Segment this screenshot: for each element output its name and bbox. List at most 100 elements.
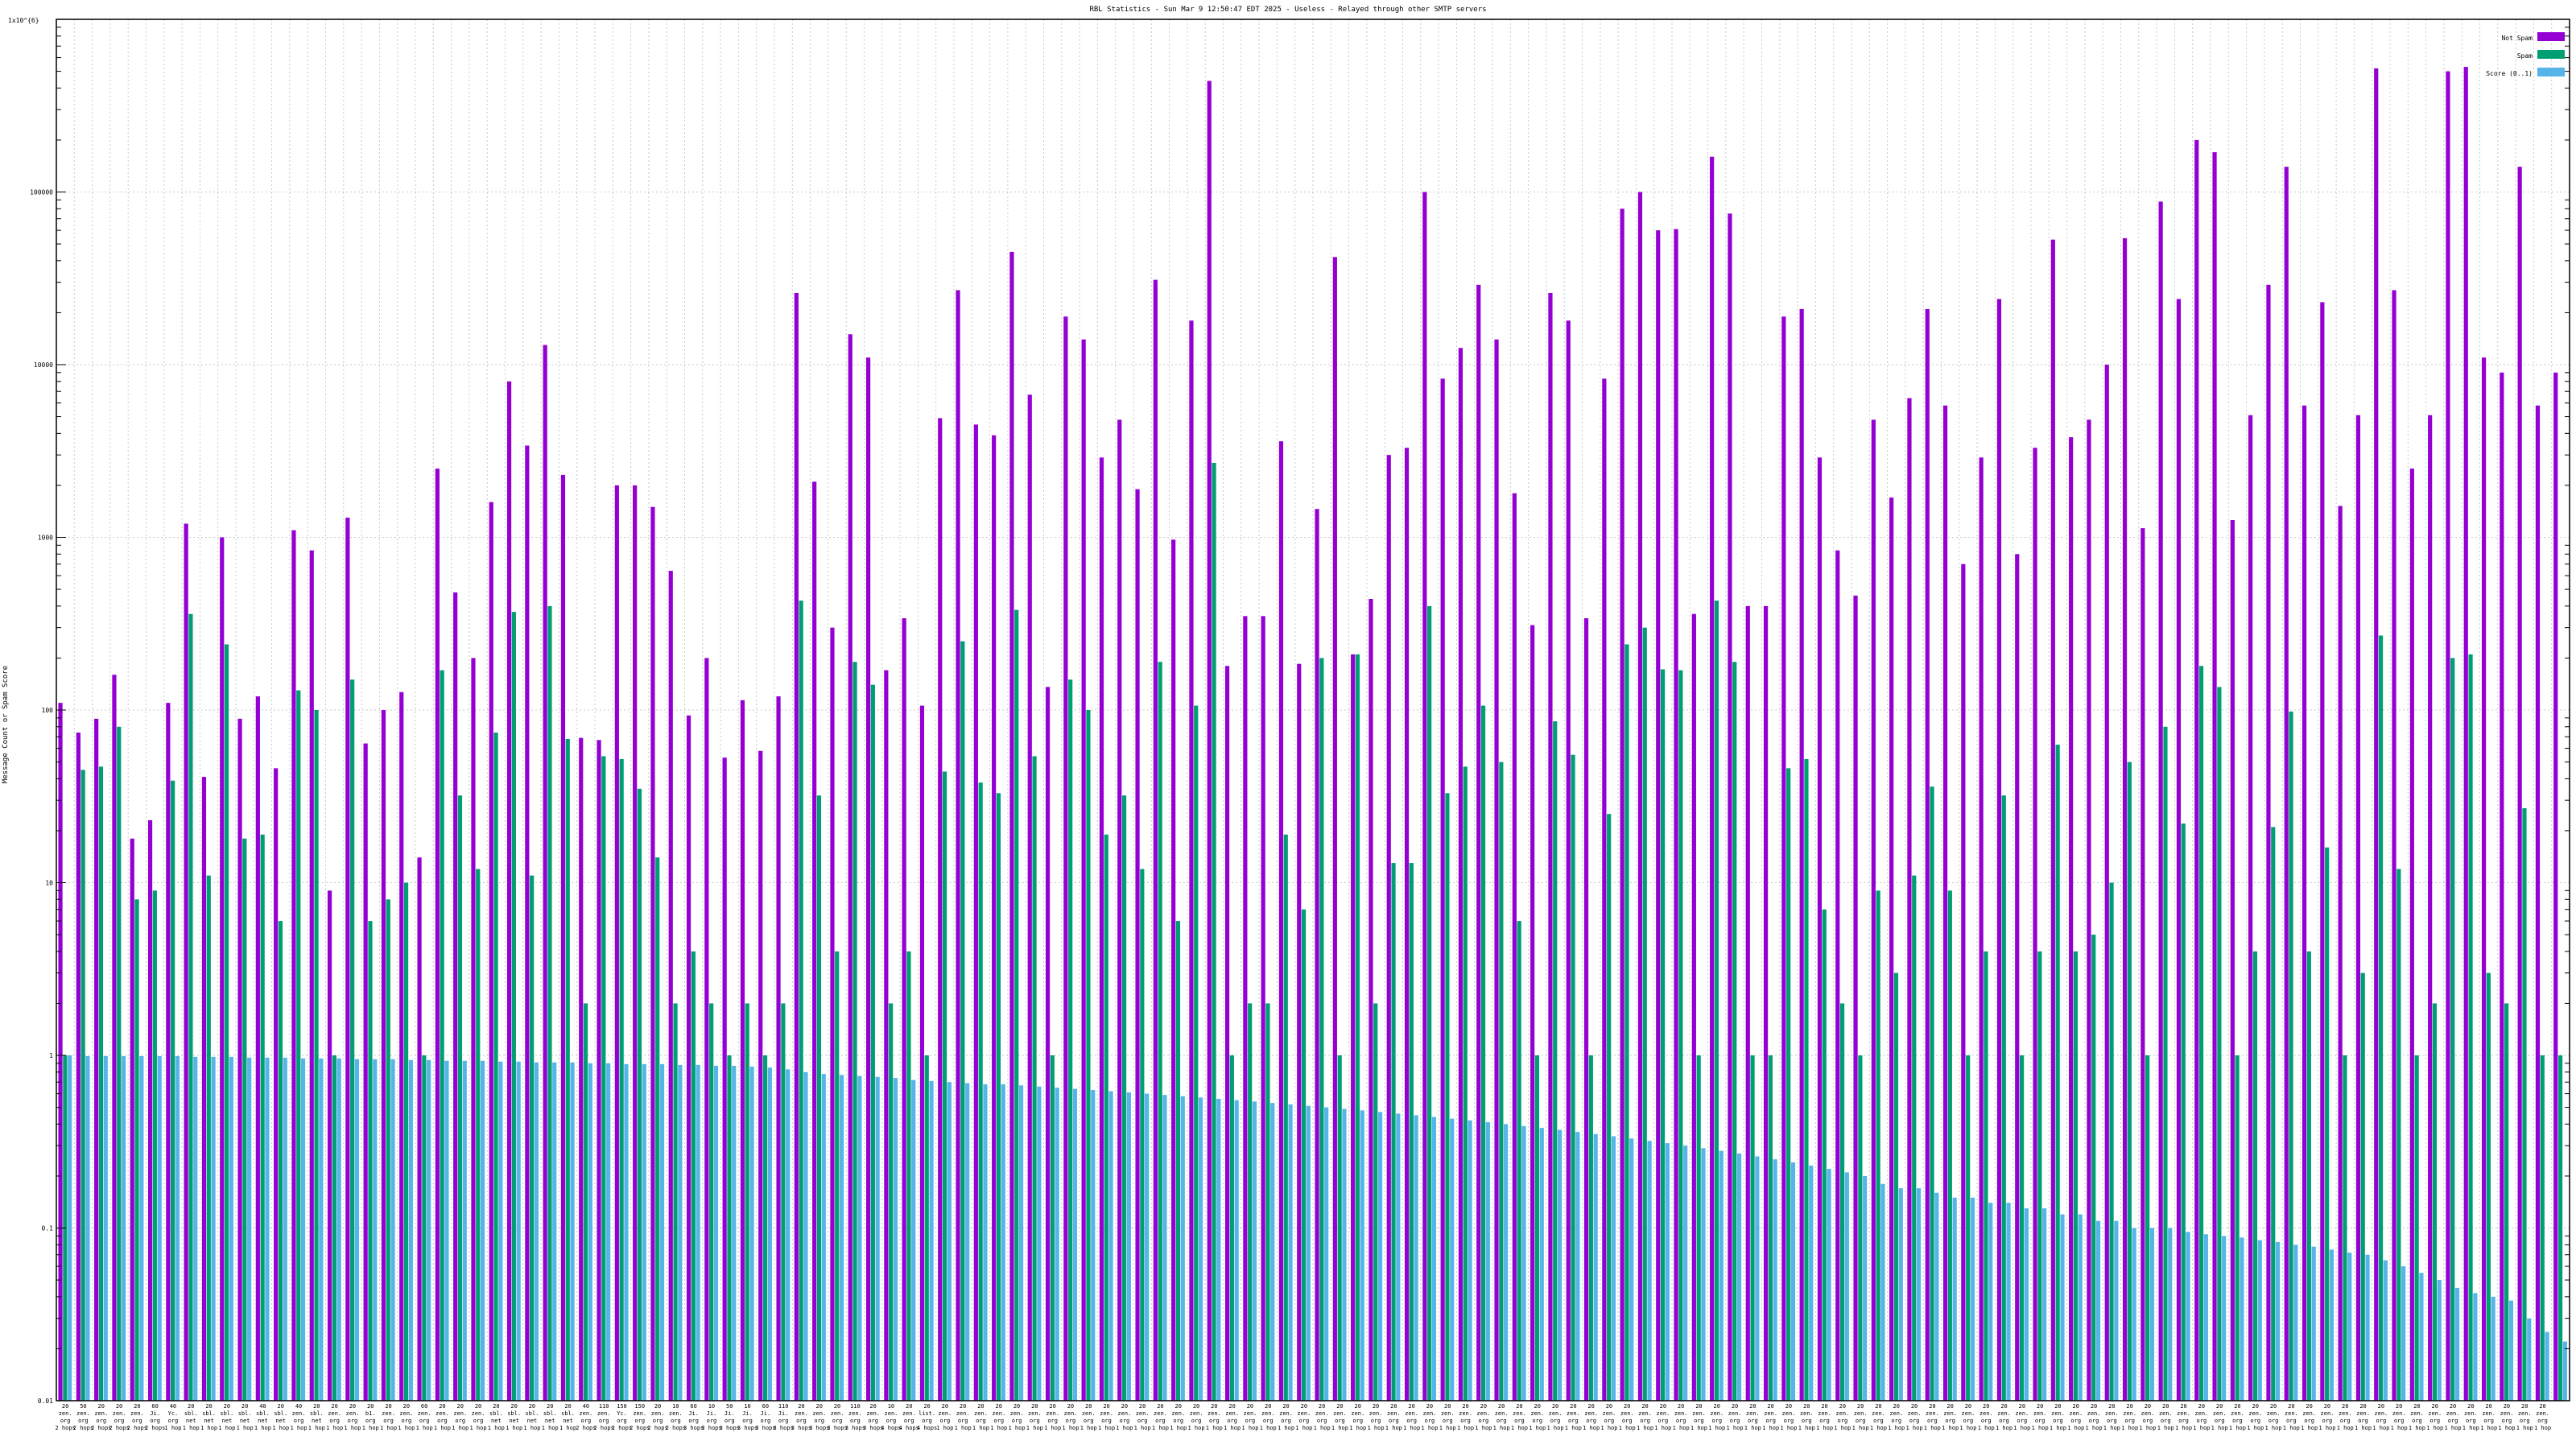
bar-1-42 <box>816 795 822 1401</box>
x-tick-label: 1 hop <box>2337 1425 2354 1431</box>
x-tick-label: zen. <box>1764 1410 1777 1417</box>
x-tick-label: 1 hop <box>1421 1425 1438 1431</box>
x-tick-label: net <box>258 1418 268 1424</box>
bar-1-130 <box>2396 869 2401 1401</box>
bar-0-57 <box>1081 339 1086 1401</box>
x-tick-label: 20 <box>2288 1403 2294 1410</box>
bar-2-26 <box>534 1062 539 1401</box>
x-tick-label: 20 <box>977 1403 984 1410</box>
bar-0-112 <box>2069 437 2074 1401</box>
bar-1-78 <box>1463 766 1468 1401</box>
x-tick-label: 10 <box>672 1403 679 1410</box>
x-tick-label: zen. <box>1117 1410 1131 1417</box>
x-tick-label: 1 hop <box>470 1425 487 1431</box>
bar-1-103 <box>1912 875 1917 1401</box>
x-tick-label: 1 hop <box>972 1425 989 1431</box>
bar-2-30 <box>606 1063 611 1401</box>
x-tick-label: 1 hop <box>1349 1425 1366 1431</box>
x-tick-label: 3 hops <box>683 1425 704 1431</box>
x-tick-label: zen. <box>795 1410 808 1417</box>
x-tick-label: org <box>150 1418 160 1424</box>
x-tick-label: 20 <box>1965 1403 1971 1410</box>
x-tick-label: org <box>2340 1418 2351 1424</box>
x-tick-label: org <box>2412 1418 2422 1424</box>
bar-1-32 <box>637 788 642 1401</box>
bar-1-10 <box>242 838 247 1401</box>
bar-1-27 <box>547 605 552 1401</box>
x-tick-label: 20 <box>385 1403 391 1410</box>
x-tick-label: sbl. <box>561 1410 575 1417</box>
bar-2-134 <box>2473 1293 2478 1401</box>
x-tick-label: Ji. <box>742 1410 753 1417</box>
bar-1-87 <box>1624 644 1629 1401</box>
x-tick-label: 20 <box>1587 1403 1594 1410</box>
bar-2-51 <box>983 1084 988 1401</box>
x-tick-label: 40 <box>259 1403 266 1410</box>
x-tick-label: 50 <box>80 1403 86 1410</box>
x-tick-label: 20 <box>2216 1403 2223 1410</box>
bar-2-100 <box>1863 1175 1868 1401</box>
x-tick-label: zen. <box>1459 1410 1472 1417</box>
x-tick-label: 20 <box>278 1403 284 1410</box>
bar-0-109 <box>2015 554 2020 1401</box>
bar-0-0 <box>58 703 63 1401</box>
x-tick-label: 20 <box>834 1403 840 1410</box>
x-tick-label: zen. <box>2285 1410 2298 1417</box>
x-tick-label: org <box>2035 1418 2046 1424</box>
x-tick-label: org <box>348 1418 358 1424</box>
x-tick-label: org <box>1371 1418 1381 1424</box>
bar-2-31 <box>624 1063 629 1401</box>
x-tick-label: net <box>312 1418 322 1424</box>
x-tick-label: zen. <box>59 1410 72 1417</box>
x-tick-label: zen. <box>1638 1410 1652 1417</box>
bar-2-58 <box>1108 1091 1113 1401</box>
x-tick-label: 20 <box>2504 1403 2510 1410</box>
bar-1-29 <box>583 1003 588 1401</box>
x-tick-label: 2 hops <box>73 1425 93 1431</box>
x-tick-label: zen. <box>1279 1410 1293 1417</box>
bar-1-22 <box>457 795 463 1401</box>
x-tick-label: 1 hop <box>2013 1425 2030 1431</box>
x-tick-label: 2 hops <box>594 1425 614 1431</box>
x-tick-label: org <box>1945 1418 1955 1424</box>
x-tick-label: org <box>778 1418 789 1424</box>
x-tick-label: org <box>2520 1418 2530 1424</box>
x-tick-label: zen. <box>2536 1410 2549 1417</box>
bar-0-63 <box>1189 320 1194 1401</box>
x-tick-label: 3 hops <box>720 1425 740 1431</box>
bar-2-123 <box>2275 1241 2281 1401</box>
bar-1-89 <box>1660 669 1666 1401</box>
bar-2-81 <box>1521 1125 1526 1401</box>
bar-2-117 <box>2168 1228 2173 1401</box>
x-tick-label: 1 hop <box>2139 1425 2156 1431</box>
x-tick-label: 20 <box>1408 1403 1414 1410</box>
bar-2-55 <box>1055 1088 1059 1401</box>
x-tick-label: org <box>114 1418 125 1424</box>
x-tick-label: 20 <box>2378 1403 2384 1410</box>
bar-1-97 <box>1804 758 1809 1401</box>
bar-2-14 <box>319 1058 324 1401</box>
x-tick-label: 20 <box>1875 1403 1881 1410</box>
x-tick-label: 20 <box>564 1403 571 1410</box>
bar-1-34 <box>673 1003 678 1401</box>
x-tick-label: 1 hop <box>326 1425 343 1431</box>
bar-0-3 <box>112 675 117 1401</box>
x-tick-label: zen. <box>1100 1410 1113 1417</box>
x-tick-label: org <box>1352 1418 1363 1424</box>
x-tick-label: 1 hop <box>2480 1425 2497 1431</box>
bar-2-119 <box>2203 1234 2208 1401</box>
x-tick-label: org <box>2143 1418 2153 1424</box>
bar-2-80 <box>1504 1124 1509 1401</box>
bar-1-106 <box>1966 1055 1971 1401</box>
x-tick-label: org <box>1676 1418 1686 1424</box>
x-tick-label: zen. <box>436 1410 449 1417</box>
bar-1-50 <box>960 641 965 1401</box>
x-tick-label: 20 <box>529 1403 535 1410</box>
x-tick-label: net <box>527 1418 538 1424</box>
x-tick-label: 20 <box>1228 1403 1235 1410</box>
x-tick-label: zen. <box>2464 1410 2478 1417</box>
x-tick-label: 1 hop <box>559 1425 576 1431</box>
bar-0-70 <box>1315 509 1319 1401</box>
bar-1-105 <box>1947 890 1952 1401</box>
x-tick-label: 1 hop <box>2462 1425 2479 1431</box>
